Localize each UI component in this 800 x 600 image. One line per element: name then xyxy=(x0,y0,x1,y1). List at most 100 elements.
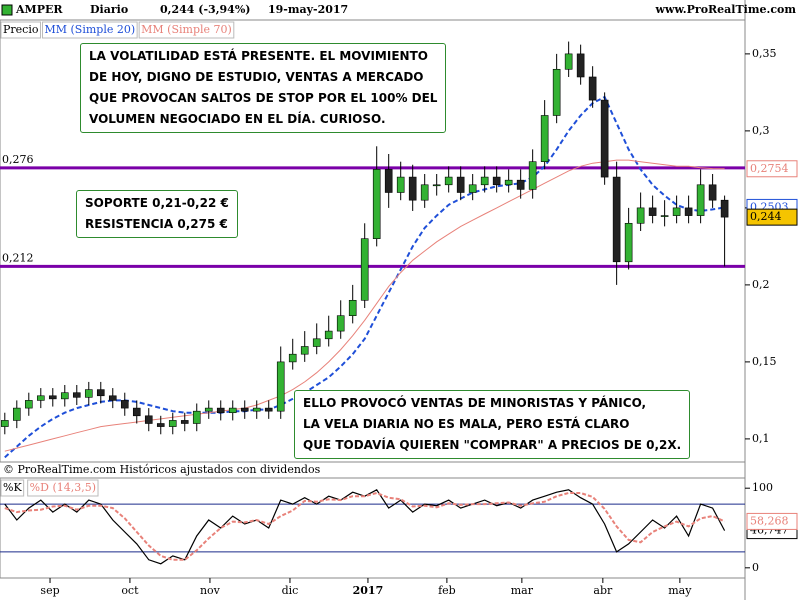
legend-entry: Precio xyxy=(3,23,39,36)
candle-body xyxy=(240,407,249,412)
y-tick-label: 0,2 xyxy=(752,278,770,291)
candle-body xyxy=(312,338,321,347)
candle-body xyxy=(648,207,657,216)
legend-entry: MM (Simple 20) xyxy=(44,23,135,36)
close-label: 0,244 xyxy=(750,210,782,223)
x-tick-label: sep xyxy=(40,584,59,597)
candle-body xyxy=(168,420,177,427)
annotation-line: SOPORTE 0,21-0,22 € xyxy=(85,196,229,210)
candle-body xyxy=(324,330,333,340)
candle-body xyxy=(144,415,153,424)
candle-body xyxy=(72,392,81,398)
annotation-line: LA VOLATILIDAD ESTÁ PRESENTE. EL MOVIMIE… xyxy=(89,49,428,63)
candle-body xyxy=(228,407,237,414)
level-label: 0,212 xyxy=(2,251,34,264)
legend-box xyxy=(138,21,235,39)
candle-body xyxy=(108,395,117,401)
y-tick-label: 0,15 xyxy=(752,355,777,368)
candle-body xyxy=(396,176,405,193)
candle-body xyxy=(204,407,213,412)
annotation-line: LA VELA DIARIA NO ES MALA, PERO ESTÁ CLA… xyxy=(303,417,630,431)
x-tick-label: may xyxy=(668,584,692,597)
candle-body xyxy=(192,410,201,424)
stoch-line xyxy=(4,491,726,561)
candle-body xyxy=(444,176,453,186)
candle-body xyxy=(624,222,633,263)
candle-body xyxy=(252,407,261,412)
candle-body xyxy=(516,179,525,190)
candle-body xyxy=(264,407,273,412)
annotation-line: VOLUMEN NEGOCIADO EN EL DÍA. CURIOSO. xyxy=(89,112,386,126)
candle-body xyxy=(552,68,561,116)
candle-body xyxy=(420,184,429,201)
annotation-line: QUE PROVOCAN SALTOS DE STOP POR EL 100% … xyxy=(89,91,438,105)
candle-body xyxy=(684,207,693,216)
annotation-line: DE HOY, DIGNO DE ESTUDIO, VENTAS A MERCA… xyxy=(89,70,424,84)
legend-entry: %D (14,3,5) xyxy=(30,481,96,494)
candle-body xyxy=(12,407,21,421)
x-tick-label: 2017 xyxy=(353,584,384,597)
y-tick-label: 0,1 xyxy=(752,432,770,445)
stoch-last-box xyxy=(746,512,798,530)
candle-body xyxy=(288,353,297,363)
candle-body xyxy=(36,395,45,401)
header-text: Diario xyxy=(90,3,128,16)
candle-body xyxy=(372,169,381,239)
annotation: ELLO PROVOCÓ VENTAS DE MINORISTAS Y PÁNI… xyxy=(294,390,691,459)
y-tick-label: 0 xyxy=(752,561,759,574)
candle-body xyxy=(480,176,489,186)
candle-body xyxy=(276,361,285,412)
level-label: 0,276 xyxy=(2,153,34,166)
candle-body xyxy=(84,389,93,398)
candle-body xyxy=(408,176,417,201)
candle-body xyxy=(96,389,105,397)
header-text: AMPER xyxy=(15,3,63,16)
candle-body xyxy=(384,169,393,193)
candle-body xyxy=(492,176,501,186)
legend-box xyxy=(27,479,99,497)
annotation: LA VOLATILIDAD ESTÁ PRESENTE. EL MOVIMIE… xyxy=(80,43,447,133)
candle-body xyxy=(600,99,609,178)
y-tick-label: 0,3 xyxy=(752,124,770,137)
x-tick-label: abr xyxy=(593,584,613,597)
candle-body xyxy=(528,161,537,190)
close-label-box xyxy=(746,208,798,226)
candle-body xyxy=(336,315,345,332)
candle-body xyxy=(576,53,585,78)
candle-body xyxy=(540,115,549,162)
ma-last-label-box xyxy=(746,160,798,178)
legend-box xyxy=(0,479,25,497)
annotation: SOPORTE 0,21-0,22 € RESISTENCIA 0,275 € xyxy=(76,190,238,238)
candle-body xyxy=(348,299,357,316)
candle-body xyxy=(432,184,441,187)
candle-body xyxy=(636,207,645,224)
candle-body xyxy=(300,346,309,355)
x-tick-label: mar xyxy=(511,584,534,597)
candle-body xyxy=(456,176,465,193)
candle-body xyxy=(720,199,729,218)
candle-body xyxy=(696,184,705,216)
stoch-panel xyxy=(0,477,746,579)
x-tick-label: oct xyxy=(121,584,139,597)
annotation-line: QUE TODAVÍA QUIEREN "COMPRAR" A PRECIOS … xyxy=(303,438,682,452)
candle-body xyxy=(132,407,141,417)
candle-body xyxy=(60,392,69,400)
stoch-last-label: 58,268 xyxy=(750,514,789,527)
candle-body xyxy=(612,176,621,263)
candle-body xyxy=(672,207,681,216)
legend-box xyxy=(0,21,41,39)
candle-body xyxy=(708,184,717,201)
candle-body xyxy=(0,420,9,427)
annotation-line: ELLO PROVOCÓ VENTAS DE MINORISTAS Y PÁNI… xyxy=(303,396,647,410)
x-tick-label: feb xyxy=(438,584,456,597)
candle-body xyxy=(660,215,669,217)
ma-last-label: 0,2754 xyxy=(750,162,789,175)
legend-box xyxy=(41,21,138,39)
candle-body xyxy=(588,76,597,101)
legend-entry: %K xyxy=(3,481,22,494)
x-tick-label: nov xyxy=(200,584,221,597)
header-icon xyxy=(1,4,13,16)
header-text: 0,244 (-3,94%) xyxy=(160,3,251,16)
candle-body xyxy=(24,400,33,409)
y-tick-label: 100 xyxy=(752,481,773,494)
